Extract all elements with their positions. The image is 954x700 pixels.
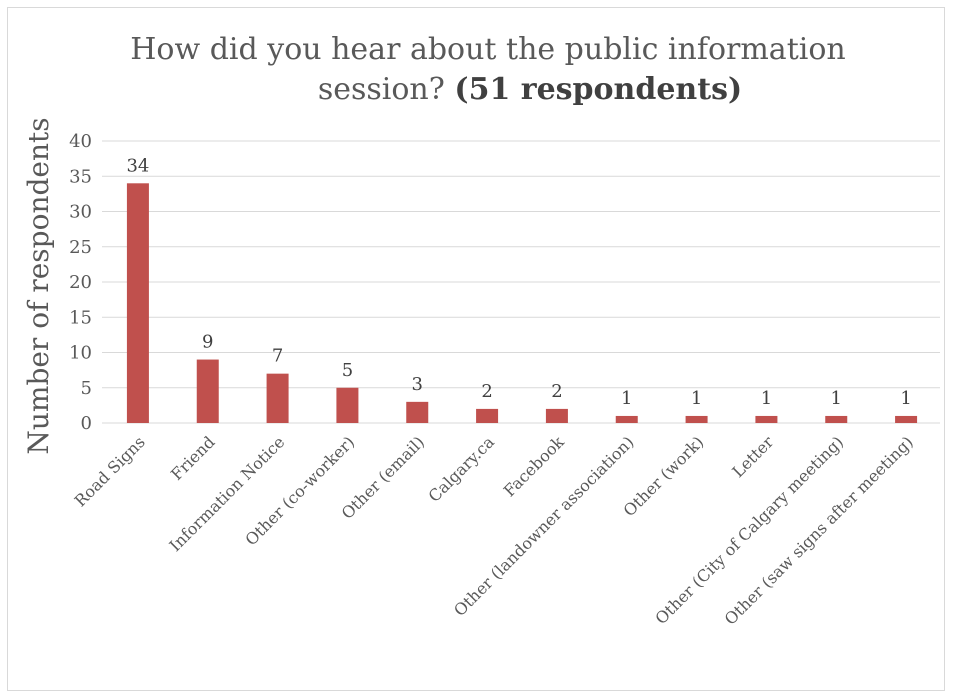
bars xyxy=(126,183,918,423)
bar xyxy=(476,408,499,423)
y-tick-label: 20 xyxy=(69,272,92,293)
data-label: 1 xyxy=(900,388,911,409)
bar xyxy=(895,415,918,423)
data-label: 2 xyxy=(481,381,492,402)
x-tick-label: Facebook xyxy=(500,432,568,500)
data-label: 7 xyxy=(272,346,283,367)
x-tick-label: Information Notice xyxy=(166,432,289,555)
x-tick-label: Friend xyxy=(167,432,219,484)
x-tick-label: Road Signs xyxy=(71,432,149,510)
bar xyxy=(825,415,848,423)
data-labels: 34 9 7 5 3 2 2 1 1 1 1 1 xyxy=(126,155,911,409)
x-tick-label: Calgary.ca xyxy=(424,432,498,506)
chart-frame xyxy=(7,7,945,691)
chart-title-line2: session? (51 respondents) xyxy=(318,72,742,107)
y-tick-label: 15 xyxy=(69,307,92,328)
bar xyxy=(755,415,778,423)
data-label: 1 xyxy=(691,388,702,409)
y-tick-label: 40 xyxy=(69,131,92,152)
bar xyxy=(336,387,359,423)
bar xyxy=(196,359,219,423)
data-label: 1 xyxy=(621,388,632,409)
chart-title-line1: How did you hear about the public inform… xyxy=(130,32,845,67)
y-tick-label: 30 xyxy=(69,202,92,223)
y-tick-label: 0 xyxy=(81,413,92,434)
data-label: 5 xyxy=(342,360,353,381)
data-label: 34 xyxy=(126,155,149,176)
bar xyxy=(545,408,568,423)
data-label: 9 xyxy=(202,332,213,353)
data-label: 2 xyxy=(551,381,562,402)
bar xyxy=(406,401,429,423)
y-tick-label: 35 xyxy=(69,166,92,187)
bar xyxy=(266,373,289,423)
y-tick-label: 25 xyxy=(69,237,92,258)
y-axis-ticks: 0 5 10 15 20 25 30 35 40 xyxy=(69,131,92,434)
gridlines xyxy=(102,140,940,424)
y-tick-label: 10 xyxy=(69,343,92,364)
y-axis-title: Number of respondents xyxy=(22,117,55,454)
bar xyxy=(126,183,149,423)
bar xyxy=(685,415,708,423)
chart-title-respondents: (51 respondents) xyxy=(454,72,742,107)
bar xyxy=(615,415,638,423)
y-tick-label: 5 xyxy=(81,378,92,399)
data-label: 1 xyxy=(831,388,842,409)
data-label: 3 xyxy=(412,374,423,395)
data-label: 1 xyxy=(761,388,772,409)
x-tick-label: Letter xyxy=(728,432,777,481)
